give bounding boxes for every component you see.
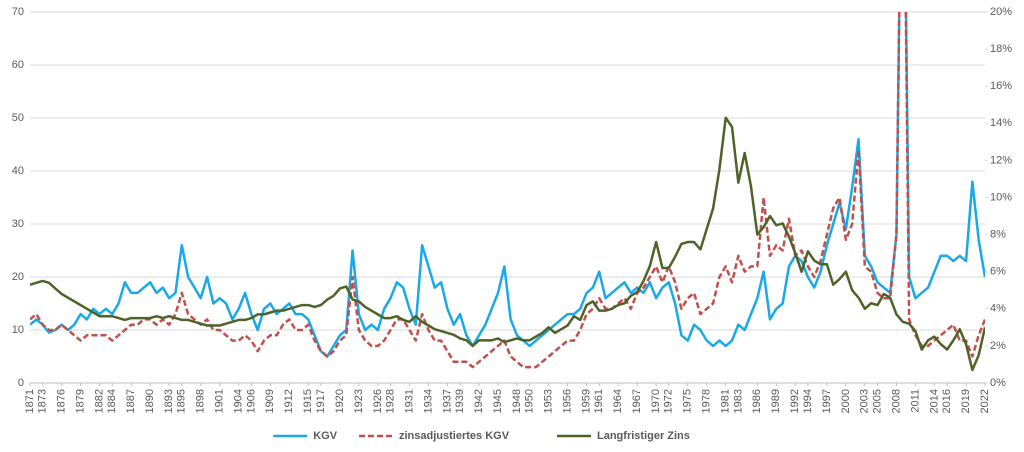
x-tick-label: 1898 (195, 389, 207, 413)
x-tick-label: 2019 (960, 389, 972, 413)
y2-tick-label: 12% (990, 154, 1012, 166)
x-tick-label: 1931 (403, 389, 415, 413)
grid (30, 11, 985, 384)
x-tick-label: 1970 (650, 389, 662, 413)
y-tick-label: 70 (12, 6, 24, 18)
x-tick-label: 1884 (106, 389, 118, 413)
x-tick-label: 1890 (144, 389, 156, 413)
x-tick-label: 1887 (125, 389, 137, 413)
x-tick-label: 2022 (979, 389, 991, 413)
series-line (30, 12, 985, 369)
y2-tick-label: 10% (990, 191, 1012, 203)
x-tick-label: 1981 (720, 389, 732, 413)
x-tick-label: 1939 (454, 389, 466, 413)
x-tick-label: 1912 (283, 389, 295, 413)
x-tick-label: 1895 (176, 389, 188, 413)
x-tick-label: 1915 (302, 389, 314, 413)
x-tick-label: 1961 (593, 389, 605, 413)
y2-tick-label: 14% (990, 117, 1012, 129)
x-tick-label: 1994 (802, 389, 814, 413)
x-tick-label: 1873 (37, 389, 49, 413)
x-tick-label: 1975 (682, 389, 694, 413)
y-tick-label: 30 (12, 218, 24, 230)
x-tick-label: 2003 (859, 389, 871, 413)
x-tick-label: 1989 (770, 389, 782, 413)
y2-tick-label: 2% (990, 340, 1006, 352)
y2-tick-label: 20% (990, 6, 1012, 18)
x-tick-label: 2005 (871, 389, 883, 413)
y-tick-label: 0 (18, 377, 24, 389)
x-tick-label: 1934 (422, 389, 434, 413)
x-tick-label: 1917 (315, 389, 327, 413)
legend-label: Langfristiger Zins (597, 430, 690, 442)
x-tick-label: 1909 (264, 389, 276, 413)
x-tick-label: 1978 (701, 389, 713, 413)
x-tick-label: 1906 (245, 389, 257, 413)
y-tick-label: 50 (12, 112, 24, 124)
tick-labels: 0 10 20 30 40 50 60 70 0% 2% 4% 6% 8% 10% 12% 14% 16% 18%… (12, 6, 1012, 414)
y2-tick-label: 16% (990, 80, 1012, 92)
legend: KGV zinsadjustiertes KGV Langfristiger Zin… (273, 430, 690, 442)
x-tick-label: 1956 (561, 389, 573, 413)
x-tick-label: 1920 (334, 389, 346, 413)
y-tick-label: 20 (12, 271, 24, 283)
x-tick-label: 1959 (580, 389, 592, 413)
legend-label: KGV (313, 430, 338, 442)
x-tick-label: 1945 (492, 389, 504, 413)
x-tick-label: 1928 (384, 389, 396, 413)
y2-tick-label: 6% (990, 266, 1006, 278)
x-tick-label: 2008 (890, 389, 902, 413)
x-tick-label: 1950 (524, 389, 536, 413)
x-tick-label: 1953 (543, 389, 555, 413)
y-tick-label: 10 (12, 324, 24, 336)
legend-label: zinsadjustiertes KGV (399, 430, 510, 442)
x-tick-label: 2000 (840, 389, 852, 413)
x-tick-label: 1901 (214, 389, 226, 413)
x-tick-label: 1923 (353, 389, 365, 413)
y-tick-label: 40 (12, 165, 24, 177)
x-tick-label: 1937 (441, 389, 453, 413)
x-tick-label: 1879 (75, 389, 87, 413)
x-tick-label: 1942 (473, 389, 485, 413)
x-tick-label: 1876 (56, 389, 68, 413)
x-tick-label: 1964 (612, 389, 624, 413)
x-tick-label: 1967 (631, 389, 643, 413)
x-tick-label: 2014 (928, 389, 940, 413)
x-tick-label: 1926 (372, 389, 384, 413)
x-tick-label: 1997 (821, 389, 833, 413)
x-tick-label: 2011 (909, 389, 921, 413)
x-tick-label: 1882 (93, 389, 105, 413)
y2-tick-label: 4% (990, 303, 1006, 315)
x-tick-label: 1986 (751, 389, 763, 413)
series-line (30, 12, 985, 358)
y-tick-label: 60 (12, 59, 24, 71)
x-tick-label: 2016 (941, 389, 953, 413)
x-tick-label: 1992 (789, 389, 801, 413)
x-tick-label: 1948 (511, 389, 523, 413)
y2-tick-label: 0% (990, 377, 1006, 389)
x-tick-label: 1871 (24, 389, 36, 413)
y2-tick-label: 8% (990, 229, 1006, 241)
series-line (30, 116, 985, 372)
plot-area (30, 12, 985, 372)
y2-tick-label: 18% (990, 43, 1012, 55)
x-tick-label: 1904 (233, 389, 245, 413)
x-tick-label: 1972 (663, 389, 675, 413)
x-tick-label: 1893 (163, 389, 175, 413)
x-tick-label: 1983 (732, 389, 744, 413)
